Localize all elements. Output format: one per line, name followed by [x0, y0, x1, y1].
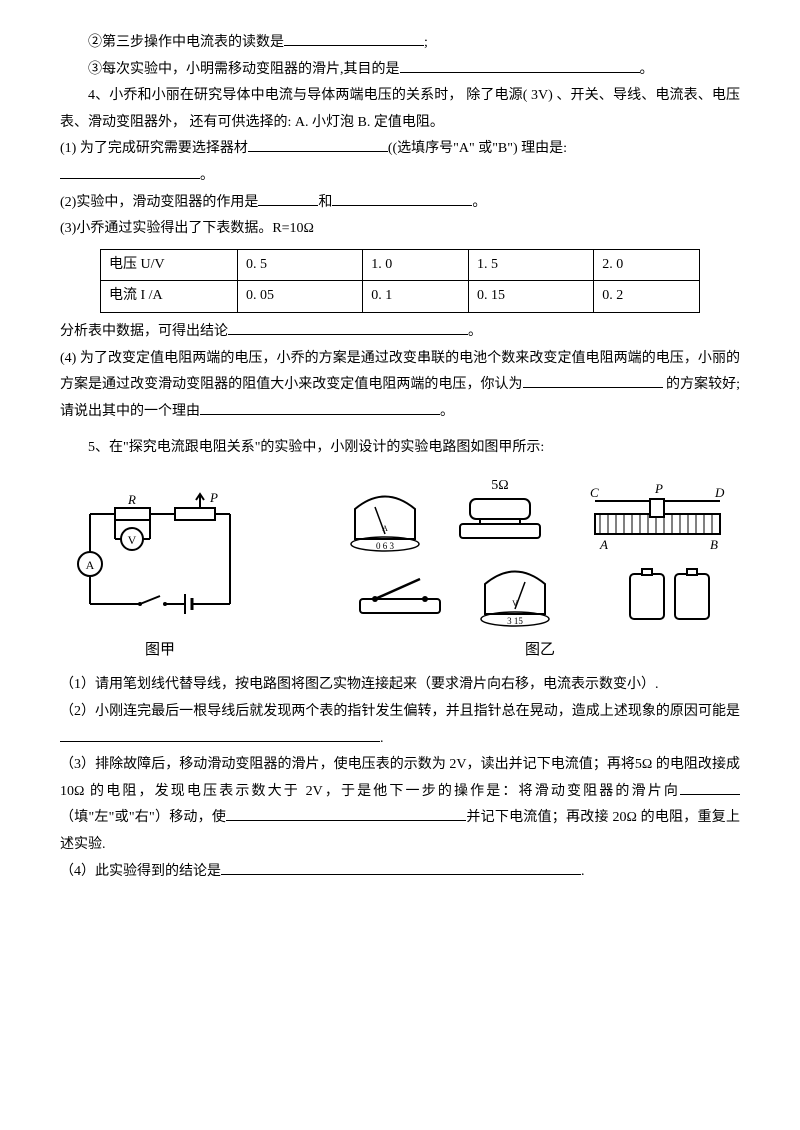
q3-text: ③每次实验中，小明需移动变阻器的滑片,其目的是	[88, 62, 400, 77]
p4-analyze-b: 。	[468, 324, 482, 339]
question-2: ②第三步操作中电流表的读数是;	[60, 30, 740, 57]
circuit-diagram-icon: A R P V	[60, 484, 260, 634]
blank-q3[interactable]	[400, 58, 640, 73]
p5-4: （4）此实验得到的结论是.	[60, 859, 740, 886]
p5-2b: .	[380, 731, 384, 746]
question-3: ③每次实验中，小明需移动变阻器的滑片,其目的是 。	[60, 57, 740, 84]
blank-p5-3b[interactable]	[226, 806, 466, 821]
rheo-p: P	[654, 481, 663, 496]
cell: 1. 0	[363, 249, 469, 281]
p4-3: (3)小乔通过实验得出了下表数据。R=10Ω	[60, 216, 740, 243]
blank-analyze[interactable]	[228, 320, 468, 335]
p5-3a: （3）排除故障后，移动滑动变阻器的滑片，使电压表的示数为 2V，读出并记下电流值…	[60, 757, 740, 799]
components-icon: A 0 6 3 5Ω C P D	[340, 474, 740, 634]
p5-1: （1）请用笔划线代替导线，按电路图将图乙实物连接起来（要求滑片向右移，电流表示数…	[60, 672, 740, 699]
cell: 1. 5	[468, 249, 593, 281]
p4-2b: 和	[318, 195, 332, 210]
p4-4: (4) 为了改变定值电阻两端的电压，小乔的方案是通过改变串联的电池个数来改变定值…	[60, 346, 740, 426]
blank-p4-1c[interactable]	[60, 164, 200, 179]
ammeter-scale: 0 6 3	[376, 541, 395, 551]
p5-2: （2）小刚连完最后一根导线后就发现两个表的指针发生偏转，并且指针总在晃动，造成上…	[60, 699, 740, 752]
blank-q2[interactable]	[284, 31, 424, 46]
figure-left: A R P V 图甲	[60, 484, 260, 665]
p4-2: (2)实验中，滑动变阻器的作用是 和 。	[60, 190, 740, 217]
p4-1: (1) 为了完成研究需要选择器材 ((选填序号"A" 或"B") 理由是:	[60, 136, 740, 163]
blank-p5-2[interactable]	[60, 727, 380, 742]
cell: 电流 I /A	[101, 281, 238, 313]
p5-4a: （4）此实验得到的结论是	[60, 864, 221, 879]
p5-3b: （填"左"或"右"）移动，使	[60, 810, 226, 825]
p5-4b: .	[581, 864, 585, 879]
p4-analyze: 分析表中数据，可得出结论 。	[60, 319, 740, 346]
cell: 2. 0	[594, 249, 700, 281]
q2-tail: ;	[424, 35, 428, 50]
rheo-b: B	[710, 537, 718, 552]
cell: 0. 1	[363, 281, 469, 313]
rheo-a: A	[599, 537, 608, 552]
cell: 0. 2	[594, 281, 700, 313]
blank-p4-1[interactable]	[248, 137, 388, 152]
resistor-label: R	[127, 492, 136, 507]
svg-text:V: V	[512, 599, 518, 608]
p4-1b: ((选填序号"A" 或"B") 理由是:	[388, 141, 567, 156]
blank-p4-2a[interactable]	[258, 191, 318, 206]
p4-4c: 。	[440, 404, 454, 419]
caption-right: 图乙	[525, 636, 555, 665]
rheo-d: D	[714, 485, 725, 500]
p4-analyze-a: 分析表中数据，可得出结论	[60, 324, 228, 339]
p4-1c: 。	[200, 168, 214, 183]
figure-row: A R P V 图甲	[60, 474, 740, 665]
rheo-c: C	[590, 485, 599, 500]
resistor-5ohm-label: 5Ω	[491, 478, 508, 493]
cell: 0. 5	[238, 249, 363, 281]
blank-p5-3a[interactable]	[680, 780, 740, 795]
voltmeter-scale: 3 15	[507, 616, 523, 626]
data-table: 电压 U/V 0. 5 1. 0 1. 5 2. 0 电流 I /A 0. 05…	[100, 249, 700, 313]
blank-p4-2b[interactable]	[332, 191, 472, 206]
p5-2a: （2）小刚连完最后一根导线后就发现两个表的指针发生偏转，并且指针总在晃动，造成上…	[60, 704, 740, 719]
p4-2a: (2)实验中，滑动变阻器的作用是	[60, 195, 258, 210]
p5-intro: 5、在"探究电流跟电阻关系"的实验中，小刚设计的实验电路图如图甲所示:	[60, 435, 740, 462]
p4-intro: 4、小乔和小丽在研究导体中电流与导体两端电压的关系时， 除了电源( 3V) 、开…	[60, 83, 740, 136]
svg-text:A: A	[382, 524, 388, 533]
figure-right: A 0 6 3 5Ω C P D	[340, 474, 740, 665]
page: ②第三步操作中电流表的读数是; ③每次实验中，小明需移动变阻器的滑片,其目的是。…	[0, 0, 800, 915]
p4-2c: 。	[472, 195, 486, 210]
blank-p4-4a[interactable]	[523, 373, 663, 388]
caption-left: 图甲	[145, 636, 175, 665]
p5-3: （3）排除故障后，移动滑动变阻器的滑片，使电压表的示数为 2V，读出并记下电流值…	[60, 752, 740, 858]
blank-p4-4b[interactable]	[200, 400, 440, 415]
voltmeter-label: V	[128, 533, 137, 547]
cell: 0. 15	[468, 281, 593, 313]
q2-text: ②第三步操作中电流表的读数是	[88, 35, 284, 50]
table-row: 电流 I /A 0. 05 0. 1 0. 15 0. 2	[101, 281, 700, 313]
cell: 0. 05	[238, 281, 363, 313]
blank-p5-4[interactable]	[221, 860, 581, 875]
p4-1c-line: 。	[60, 163, 740, 190]
p4-1a: (1) 为了完成研究需要选择器材	[60, 141, 248, 156]
table-row: 电压 U/V 0. 5 1. 0 1. 5 2. 0	[101, 249, 700, 281]
q3-tail: 。	[640, 62, 654, 77]
slider-label: P	[209, 490, 218, 505]
ammeter-label: A	[86, 558, 95, 572]
cell: 电压 U/V	[101, 249, 238, 281]
